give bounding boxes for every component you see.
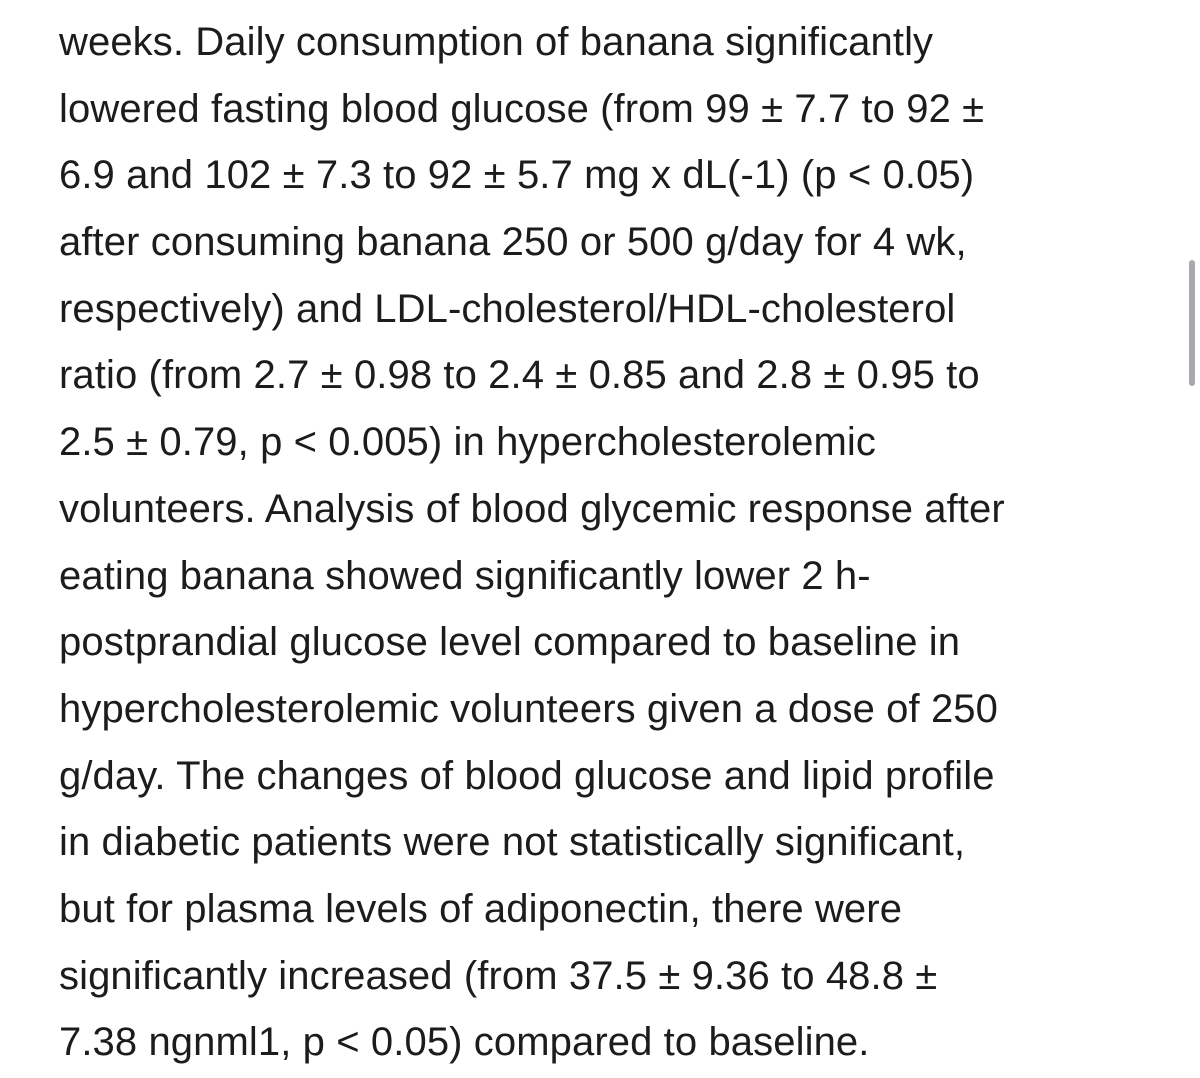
text-line: ratio (from 2.7 ± 0.98 to 2.4 ± 0.85 and…: [59, 353, 980, 398]
text-line: 7.38 ngnml1, p < 0.05) compared to basel…: [59, 1020, 870, 1065]
text-line: lowered fasting blood glucose (from 99 ±…: [59, 86, 985, 131]
vertical-scrollbar[interactable]: [1189, 260, 1195, 386]
text-line: volunteers. Analysis of blood glycemic r…: [59, 486, 1005, 531]
text-line: respectively) and LDL-cholesterol/HDL-ch…: [59, 286, 956, 331]
text-line: 2.5 ± 0.79, p < 0.005) in hypercholester…: [59, 420, 877, 465]
abstract-text: weeks. Daily consumption of banana signi…: [59, 9, 1179, 1076]
text-line: 6.9 and 102 ± 7.3 to 92 ± 5.7 mg x dL(-1…: [59, 153, 975, 198]
text-line: significantly increased (from 37.5 ± 9.3…: [59, 953, 938, 998]
text-line: hypercholesterolemic volunteers given a …: [59, 686, 998, 731]
text-line: eating banana showed significantly lower…: [59, 553, 871, 598]
text-line: postprandial glucose level compared to b…: [59, 620, 961, 665]
text-line: g/day. The changes of blood glucose and …: [59, 753, 995, 798]
text-line: but for plasma levels of adiponectin, th…: [59, 886, 903, 931]
text-line: after consuming banana 250 or 500 g/day …: [59, 220, 967, 265]
text-line: weeks. Daily consumption of banana signi…: [59, 20, 934, 64]
text-line: in diabetic patients were not statistica…: [59, 820, 966, 865]
